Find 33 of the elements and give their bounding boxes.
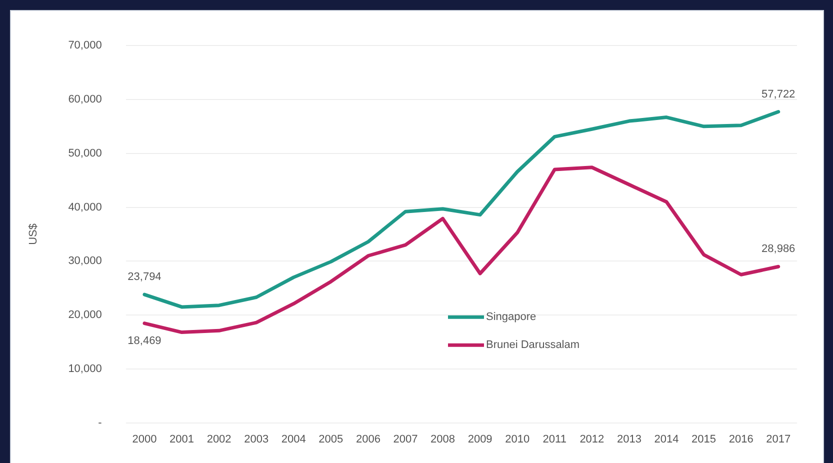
y-tick-label: 20,000	[68, 309, 102, 322]
data-label: 23,794	[128, 271, 162, 284]
y-axis-title: US$	[28, 223, 40, 245]
x-tick-label: 2000	[132, 433, 157, 446]
x-tick-label: 2015	[692, 433, 716, 446]
x-tick-label: 2012	[580, 433, 604, 446]
x-tick-label: 2006	[356, 433, 380, 446]
x-tick-label: 2010	[505, 433, 530, 446]
y-tick-label: 30,000	[68, 255, 102, 268]
data-label: 18,469	[128, 334, 162, 347]
legend-label: Singapore	[486, 311, 536, 324]
y-tick-label: 70,000	[68, 40, 102, 52]
x-tick-label: 2001	[170, 433, 194, 446]
x-tick-label: 2016	[728, 433, 754, 446]
y-tick-label: 50,000	[68, 147, 102, 160]
y-tick-label: 60,000	[68, 94, 102, 106]
y-tick-label: 40,000	[68, 201, 102, 214]
x-tick-label: 2009	[468, 433, 492, 446]
x-tick-label: 2005	[318, 433, 344, 446]
x-tick-label: 2004	[281, 433, 306, 446]
x-tick-label: 2014	[654, 433, 679, 446]
x-tick-label: 2013	[616, 433, 642, 446]
x-tick-label: 2008	[430, 433, 456, 446]
x-tick-label: 2017	[766, 433, 791, 446]
data-label: 57,722	[762, 88, 796, 100]
x-tick-label: 2007	[393, 433, 418, 446]
x-tick-label: 2003	[244, 433, 269, 446]
x-tick-label: 2002	[206, 433, 232, 446]
x-tick-label: 2011	[542, 433, 566, 446]
legend-label: Brunei Darussalam	[486, 339, 580, 352]
y-tick-label: -	[98, 416, 102, 429]
data-label: 28,986	[762, 243, 796, 256]
y-tick-label: 10,000	[68, 362, 102, 375]
